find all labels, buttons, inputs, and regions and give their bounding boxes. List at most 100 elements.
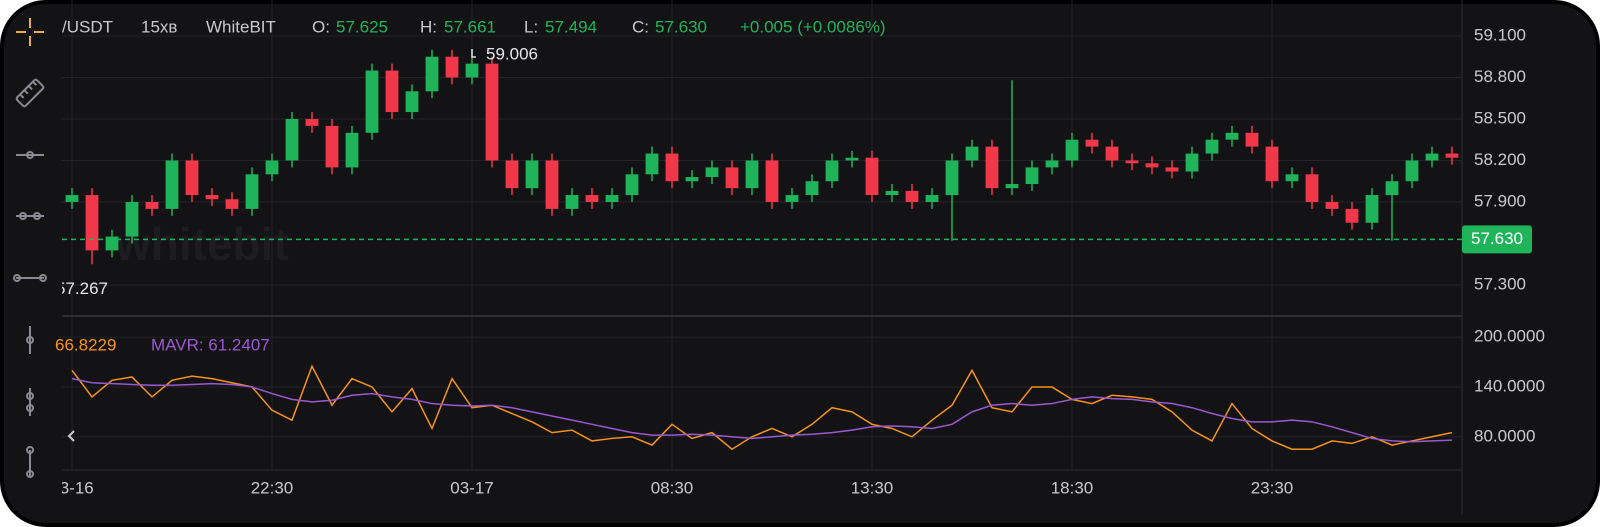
candle-body	[225, 199, 239, 209]
candle-body	[1245, 132, 1259, 147]
candle-body	[1345, 208, 1359, 223]
candle-body	[65, 195, 79, 202]
candle-body	[645, 153, 659, 175]
crosshair-tool[interactable]	[16, 18, 44, 46]
vline-tool[interactable]	[26, 326, 34, 354]
candle-body	[425, 56, 439, 92]
candle-body	[125, 201, 139, 237]
toolbar	[13, 18, 75, 478]
legend-entry: MAVR: 61.2407	[151, 335, 270, 354]
low-label: L:	[524, 17, 538, 36]
vsegment-tool[interactable]	[26, 388, 34, 416]
y-tick-label: 140.0000	[1474, 376, 1545, 395]
candle-body	[625, 174, 639, 196]
candle-body	[325, 125, 339, 168]
candle-body	[1365, 195, 1379, 223]
candle-body	[1005, 183, 1019, 189]
exchange: WhiteBIT	[206, 17, 276, 36]
x-tick-label: 18:30	[1051, 478, 1094, 497]
close-value: 57.630	[655, 17, 707, 36]
x-tick-label: 03-16	[50, 478, 93, 497]
candle-body	[825, 160, 839, 182]
candle-body	[605, 195, 619, 202]
candle-body	[545, 160, 559, 209]
candle-body	[685, 177, 699, 182]
candle-body	[1085, 139, 1099, 147]
x-tick-label: 03-17	[450, 478, 493, 497]
candle-body	[925, 195, 939, 202]
ray-tool[interactable]	[13, 274, 47, 282]
close-label: C:	[632, 17, 649, 36]
candle-body	[1185, 153, 1199, 172]
header: /USDT 15хв WhiteBIT O: 57.625 H: 57.661 …	[62, 17, 886, 36]
candle-body	[565, 195, 579, 209]
candle-body	[945, 160, 959, 196]
high-value: 57.661	[444, 17, 496, 36]
candle-body	[1025, 167, 1039, 184]
vray-tool[interactable]	[26, 446, 34, 478]
candle-body	[725, 167, 739, 189]
watermark: whitebit	[114, 218, 289, 270]
last-price-label: 57.630	[1471, 229, 1523, 248]
candle-body	[365, 70, 379, 133]
candle-body	[505, 160, 519, 189]
legend-entry: 66.8229	[55, 335, 116, 354]
candle-body	[1065, 139, 1079, 161]
y-tick-label: 58.500	[1474, 108, 1526, 127]
last-price-box	[1462, 225, 1532, 254]
candle-body	[1385, 181, 1399, 196]
pair: /USDT	[62, 17, 113, 36]
candle-body	[205, 195, 219, 200]
indicator-panel	[71, 364, 1453, 451]
candle-body	[145, 201, 159, 209]
candle-body	[1445, 153, 1459, 158]
candle-body	[805, 181, 819, 196]
low-value: 57.494	[545, 17, 597, 36]
candle-body	[1265, 146, 1279, 182]
candle-body	[1225, 132, 1239, 140]
y-axis: 59.100 58.800 58.500 58.200 57.900 57.300 57.6…	[55, 25, 1545, 445]
candle-body	[705, 167, 719, 178]
open-label: O:	[312, 17, 330, 36]
candle-body	[865, 157, 879, 196]
candle-body	[305, 118, 319, 126]
candle-body	[1285, 174, 1299, 182]
x-tick-label: 13:30	[851, 478, 894, 497]
candle-body	[1425, 153, 1439, 161]
x-tick-label: 08:30	[651, 478, 694, 497]
candle-body	[985, 146, 999, 189]
line-tool[interactable]	[16, 151, 44, 159]
candle-body	[165, 160, 179, 209]
candle-body	[345, 132, 359, 168]
interval[interactable]: 15хв	[141, 17, 177, 36]
candle-body	[765, 160, 779, 202]
y-tick-label: 200.0000	[1474, 327, 1545, 346]
candle-body	[525, 160, 539, 189]
candle-body	[1325, 201, 1339, 209]
candle-body	[1305, 174, 1319, 202]
candle-body	[1125, 160, 1139, 164]
y-tick-label: 58.800	[1474, 67, 1526, 86]
scroll-left[interactable]	[67, 430, 75, 442]
candle-body	[585, 195, 599, 202]
indicator-line	[71, 364, 1453, 451]
high-label: H:	[420, 17, 437, 36]
max-marker	[471, 48, 476, 58]
y-tick-label: 58.200	[1474, 150, 1526, 169]
candle-body	[85, 195, 99, 251]
candle-body	[745, 160, 759, 189]
candle-body	[185, 160, 199, 196]
candle-body	[965, 146, 979, 161]
candle-body	[905, 190, 919, 202]
change: +0.005 (+0.0086%)	[740, 17, 886, 36]
candle-body	[785, 195, 799, 202]
candle-body	[465, 63, 479, 78]
x-tick-label: 22:30	[251, 478, 294, 497]
ruler-tool[interactable]	[15, 78, 45, 108]
y-tick-label: 59.100	[1474, 25, 1526, 44]
segment-tool[interactable]	[16, 212, 44, 220]
indicator-line	[71, 377, 1453, 443]
